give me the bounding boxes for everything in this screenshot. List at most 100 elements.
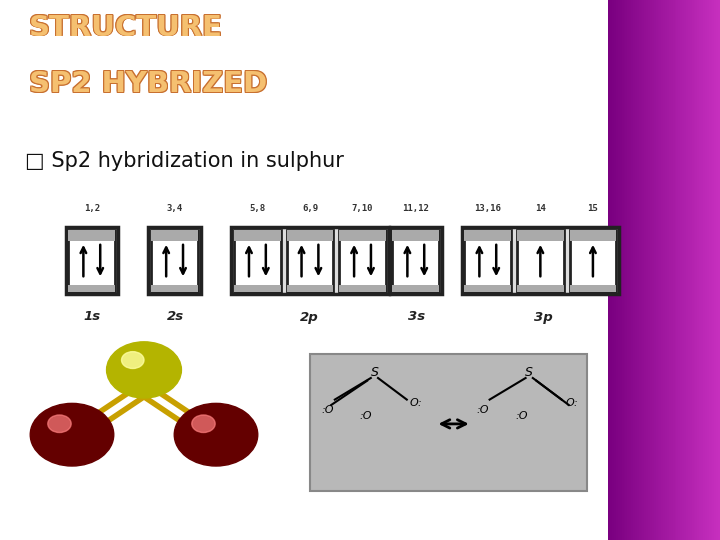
Bar (711, 0, 713, 540)
Circle shape (130, 360, 158, 380)
Bar (678, 0, 681, 540)
Bar (390, 227, 442, 294)
Bar (671, 0, 673, 540)
Bar (287, 230, 333, 241)
Bar (234, 285, 281, 292)
Text: 7,10: 7,10 (352, 204, 373, 213)
Circle shape (67, 431, 77, 438)
Bar (612, 0, 615, 540)
Circle shape (200, 423, 232, 447)
Bar (148, 227, 201, 294)
Bar (657, 0, 660, 540)
Bar (690, 0, 693, 540)
Text: SP2 HYBRIZED: SP2 HYBRIZED (27, 71, 266, 99)
Text: 5,8: 5,8 (249, 204, 266, 213)
Bar (688, 0, 690, 540)
Text: □ Sp2 hybridization in sulphur: □ Sp2 hybridization in sulphur (25, 151, 344, 171)
Text: SP2 HYBRIZED: SP2 HYBRIZED (30, 70, 269, 98)
Text: STRUCTURE: STRUCTURE (27, 14, 222, 42)
Bar (701, 0, 703, 540)
Circle shape (56, 423, 88, 447)
Text: SP2 HYBRIZED: SP2 HYBRIZED (30, 71, 269, 99)
Bar (392, 285, 439, 292)
Bar (692, 0, 694, 540)
Text: 3p: 3p (534, 310, 553, 323)
Bar (684, 0, 687, 540)
Circle shape (179, 407, 253, 462)
Bar (339, 285, 386, 292)
Circle shape (35, 407, 109, 462)
Bar (641, 0, 643, 540)
Bar (696, 0, 698, 540)
Bar (693, 0, 696, 540)
Bar (644, 0, 647, 540)
Bar (631, 0, 634, 540)
Text: 1s: 1s (84, 310, 101, 323)
Circle shape (48, 415, 71, 433)
Text: S: S (526, 366, 533, 379)
Bar (234, 230, 281, 241)
Bar (621, 0, 624, 540)
Circle shape (46, 415, 98, 454)
Text: 11,12: 11,12 (402, 204, 429, 213)
Bar (707, 0, 709, 540)
Bar (680, 0, 683, 540)
Bar (611, 0, 613, 540)
Bar (675, 0, 678, 540)
Bar (712, 0, 715, 540)
Bar (677, 0, 679, 540)
Bar (517, 230, 564, 292)
Bar (662, 0, 664, 540)
Bar (151, 230, 198, 292)
Bar (642, 0, 645, 540)
Text: 13,16: 13,16 (474, 204, 501, 213)
Bar (626, 0, 628, 540)
Bar (714, 0, 717, 540)
Circle shape (174, 403, 258, 466)
Bar (464, 230, 511, 292)
Bar (665, 0, 667, 540)
Bar (464, 285, 511, 292)
Bar (570, 285, 616, 292)
Bar (663, 0, 666, 540)
Bar (620, 0, 622, 540)
Circle shape (125, 356, 163, 384)
Circle shape (135, 363, 153, 377)
Text: 2s: 2s (166, 310, 184, 323)
Circle shape (112, 346, 177, 394)
Text: STRUCTURE: STRUCTURE (29, 15, 222, 43)
Bar (686, 0, 688, 540)
Text: 15: 15 (588, 204, 598, 213)
Circle shape (40, 411, 104, 458)
Circle shape (184, 411, 248, 458)
Bar (339, 230, 386, 241)
Bar (716, 0, 719, 540)
Bar (234, 230, 281, 292)
Bar (703, 0, 706, 540)
Bar (705, 0, 708, 540)
Text: STRUCTURE: STRUCTURE (30, 14, 224, 42)
Text: STRUCTURE: STRUCTURE (30, 12, 224, 40)
Bar (660, 0, 662, 540)
Bar (708, 0, 711, 540)
Bar (629, 0, 631, 540)
Bar (699, 0, 702, 540)
Bar (66, 227, 118, 294)
Bar (616, 0, 618, 540)
Text: :O: :O (321, 406, 334, 415)
Text: O:: O: (566, 399, 579, 408)
Bar (339, 230, 386, 292)
Text: 3,4: 3,4 (166, 204, 183, 213)
Circle shape (62, 427, 82, 443)
Circle shape (140, 366, 149, 374)
Bar (672, 0, 675, 540)
Bar (633, 0, 636, 540)
Circle shape (206, 427, 226, 443)
Bar (151, 285, 198, 292)
Text: 6,9: 6,9 (302, 204, 318, 213)
Text: :O: :O (359, 411, 372, 421)
Bar (608, 0, 611, 540)
Text: 3s: 3s (408, 310, 425, 323)
Circle shape (192, 415, 215, 433)
Circle shape (30, 403, 114, 466)
